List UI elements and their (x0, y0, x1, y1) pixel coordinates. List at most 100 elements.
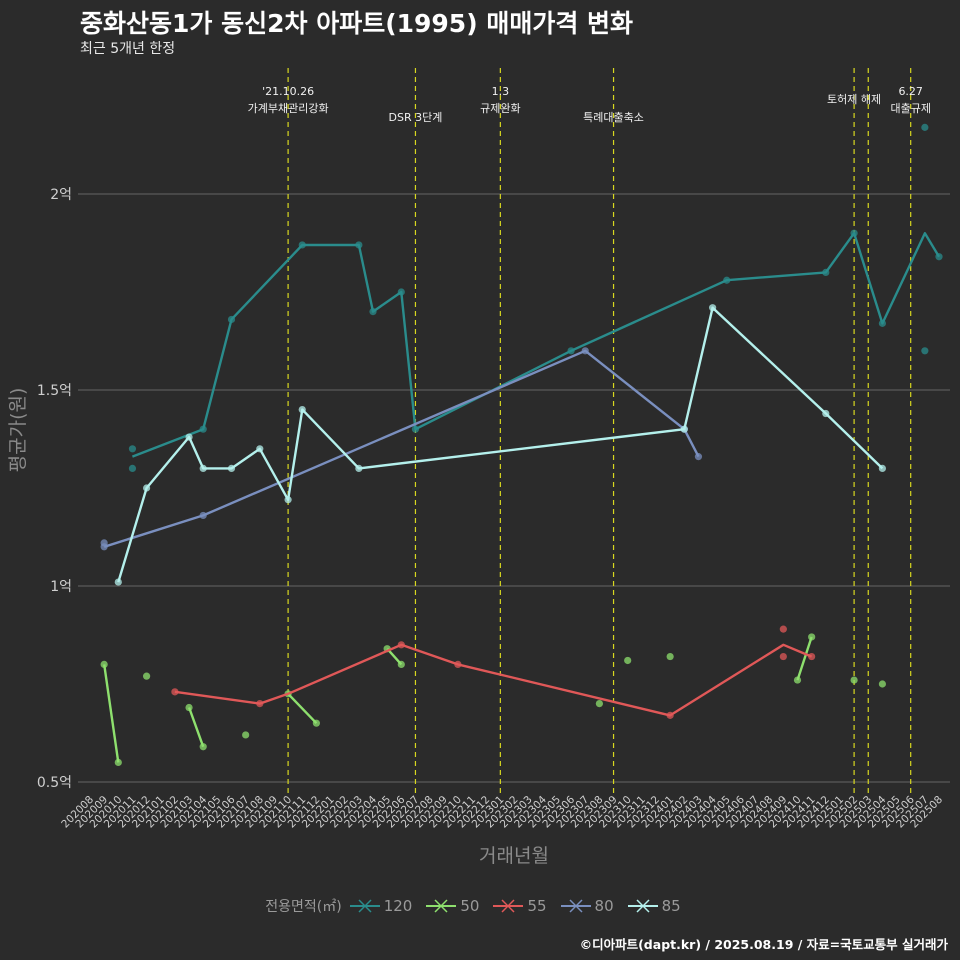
legend-label: 85 (661, 897, 681, 915)
data-point (935, 253, 943, 261)
series-line (187, 707, 205, 748)
data-point (793, 676, 802, 684)
data-point (242, 731, 250, 739)
legend-key-icon (493, 899, 524, 913)
legend-key-icon (560, 899, 591, 913)
data-point (878, 464, 887, 472)
data-point (298, 241, 306, 249)
source-caption: ©디아파트(dapt.kr) / 2025.08.19 / 자료=국토교통부 실… (579, 937, 948, 952)
data-point (128, 464, 137, 472)
y-tick-label: 1.5억 (37, 383, 72, 399)
series-line (174, 643, 813, 717)
data-point (709, 304, 717, 312)
legend-item-85: 85 (627, 896, 681, 916)
data-point (199, 464, 207, 472)
data-point (567, 347, 575, 355)
data-point (666, 711, 674, 719)
data-point (185, 703, 193, 712)
data-point (779, 652, 787, 661)
data-point (921, 123, 929, 131)
data-point (723, 276, 731, 284)
event-label: 특례대출축소 (583, 111, 644, 124)
data-point (369, 308, 377, 316)
data-point (822, 409, 830, 418)
data-point (128, 445, 137, 453)
data-point (100, 543, 108, 551)
data-point (878, 319, 887, 327)
event-label: 대출규제 (890, 102, 930, 115)
data-point (355, 464, 363, 472)
data-point (100, 660, 108, 669)
data-point (355, 241, 363, 249)
data-point (199, 743, 207, 751)
data-point (256, 700, 264, 708)
data-point (171, 688, 179, 696)
legend-key-icon (627, 899, 658, 913)
legend-item-55: 55 (493, 896, 547, 916)
y-tick-label: 2억 (50, 187, 72, 203)
x-axis-title: 거래년월 (479, 845, 549, 867)
data-point (284, 496, 292, 504)
series-85 (114, 304, 887, 586)
data-point (808, 633, 816, 641)
event-label: 6.27 (898, 85, 923, 98)
data-point (143, 672, 151, 680)
data-point (143, 484, 151, 492)
chart-subtitle: 최근 5개년 한정 (80, 41, 176, 57)
data-point (114, 578, 122, 586)
y-axis-title: 평균가(원) (7, 388, 29, 473)
chart-title: 중화산동1가 동신2차 아파트(1995) 매매가격 변화 (80, 9, 634, 38)
legend-title: 전용면적(㎡) (265, 899, 342, 915)
y-tick-label: 1억 (50, 579, 72, 595)
series-55 (171, 625, 816, 719)
data-point (624, 656, 632, 665)
legend-label: 50 (460, 897, 480, 915)
legend: 전용면적(㎡) 120 50 55 80 85 (0, 896, 960, 916)
data-point (227, 464, 236, 472)
data-point (850, 229, 858, 237)
legend-key-icon (349, 899, 380, 913)
legend-label: 120 (383, 897, 413, 915)
legend-item-120: 120 (349, 896, 413, 916)
data-point (397, 288, 405, 296)
data-point (312, 719, 320, 727)
data-point (454, 660, 462, 669)
data-point (227, 315, 236, 324)
series-line (796, 636, 813, 681)
event-label: 가계부채관리강화 (248, 102, 329, 115)
event-label: DSR 3단계 (389, 111, 443, 124)
data-point (666, 652, 674, 661)
data-point (694, 453, 703, 461)
series-120 (128, 123, 943, 472)
y-tick-label: 0.5억 (37, 775, 72, 791)
data-point (199, 425, 207, 433)
data-point (808, 652, 816, 661)
legend-label: 80 (594, 897, 614, 915)
event-label: 1.3 (492, 85, 510, 98)
data-point (850, 676, 858, 684)
data-point (256, 445, 264, 453)
series-80 (100, 347, 703, 551)
data-point (298, 406, 306, 414)
event-label: 토허제 해제 (827, 92, 881, 106)
data-point (185, 433, 193, 441)
data-point (199, 511, 207, 520)
event-label: 규제완화 (480, 102, 520, 115)
data-point (595, 700, 604, 708)
series-line (287, 692, 318, 725)
event-label: '21.10.26 (262, 85, 314, 98)
data-point (921, 347, 929, 355)
legend-key-icon (426, 899, 457, 913)
legend-label: 55 (527, 897, 547, 915)
data-point (411, 425, 420, 433)
data-point (581, 347, 589, 355)
data-point (680, 425, 688, 433)
legend-item-50: 50 (426, 896, 479, 916)
data-point (397, 660, 405, 669)
legend-item-80: 80 (560, 896, 614, 916)
series-line (103, 664, 120, 763)
data-point (779, 625, 787, 633)
series-line (131, 232, 941, 458)
data-point (878, 680, 887, 688)
